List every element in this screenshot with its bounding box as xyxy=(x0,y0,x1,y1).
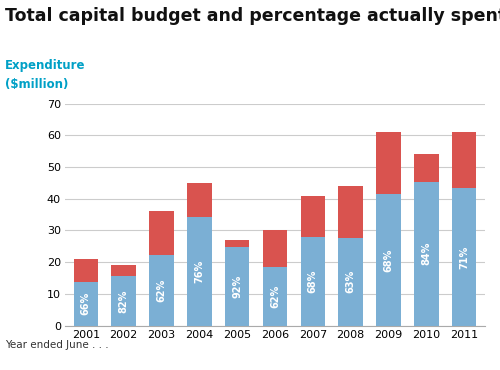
Bar xyxy=(187,217,212,326)
Bar xyxy=(262,267,287,326)
Text: 68%: 68% xyxy=(384,248,394,272)
Text: 92%: 92% xyxy=(232,275,242,298)
Bar xyxy=(112,265,136,276)
Bar xyxy=(112,276,136,326)
Text: 84%: 84% xyxy=(422,242,432,265)
Bar xyxy=(74,282,98,326)
Text: 82%: 82% xyxy=(118,289,128,313)
Text: ($million): ($million) xyxy=(5,78,68,91)
Bar xyxy=(225,247,250,326)
Text: Expenditure: Expenditure xyxy=(5,59,86,72)
Text: 62%: 62% xyxy=(156,279,166,302)
Bar xyxy=(338,238,363,326)
Bar xyxy=(452,188,476,326)
Bar xyxy=(225,240,250,247)
Text: Year ended June . . .: Year ended June . . . xyxy=(5,340,108,350)
Text: 76%: 76% xyxy=(194,260,204,283)
Bar xyxy=(452,132,476,188)
Bar xyxy=(187,183,212,217)
Bar xyxy=(149,255,174,326)
Text: 68%: 68% xyxy=(308,270,318,293)
Bar xyxy=(376,132,401,194)
Text: 66%: 66% xyxy=(81,292,91,315)
Text: 63%: 63% xyxy=(346,270,356,293)
Text: Total capital budget and percentage actually spent: Total capital budget and percentage actu… xyxy=(5,7,500,26)
Bar xyxy=(74,259,98,282)
Bar xyxy=(300,237,325,326)
Text: 62%: 62% xyxy=(270,285,280,308)
Bar xyxy=(414,154,438,182)
Bar xyxy=(376,194,401,326)
Text: 71%: 71% xyxy=(459,245,469,269)
Bar xyxy=(414,182,438,326)
Bar xyxy=(262,231,287,267)
Bar xyxy=(338,186,363,238)
Bar xyxy=(149,211,174,255)
Bar xyxy=(300,196,325,237)
